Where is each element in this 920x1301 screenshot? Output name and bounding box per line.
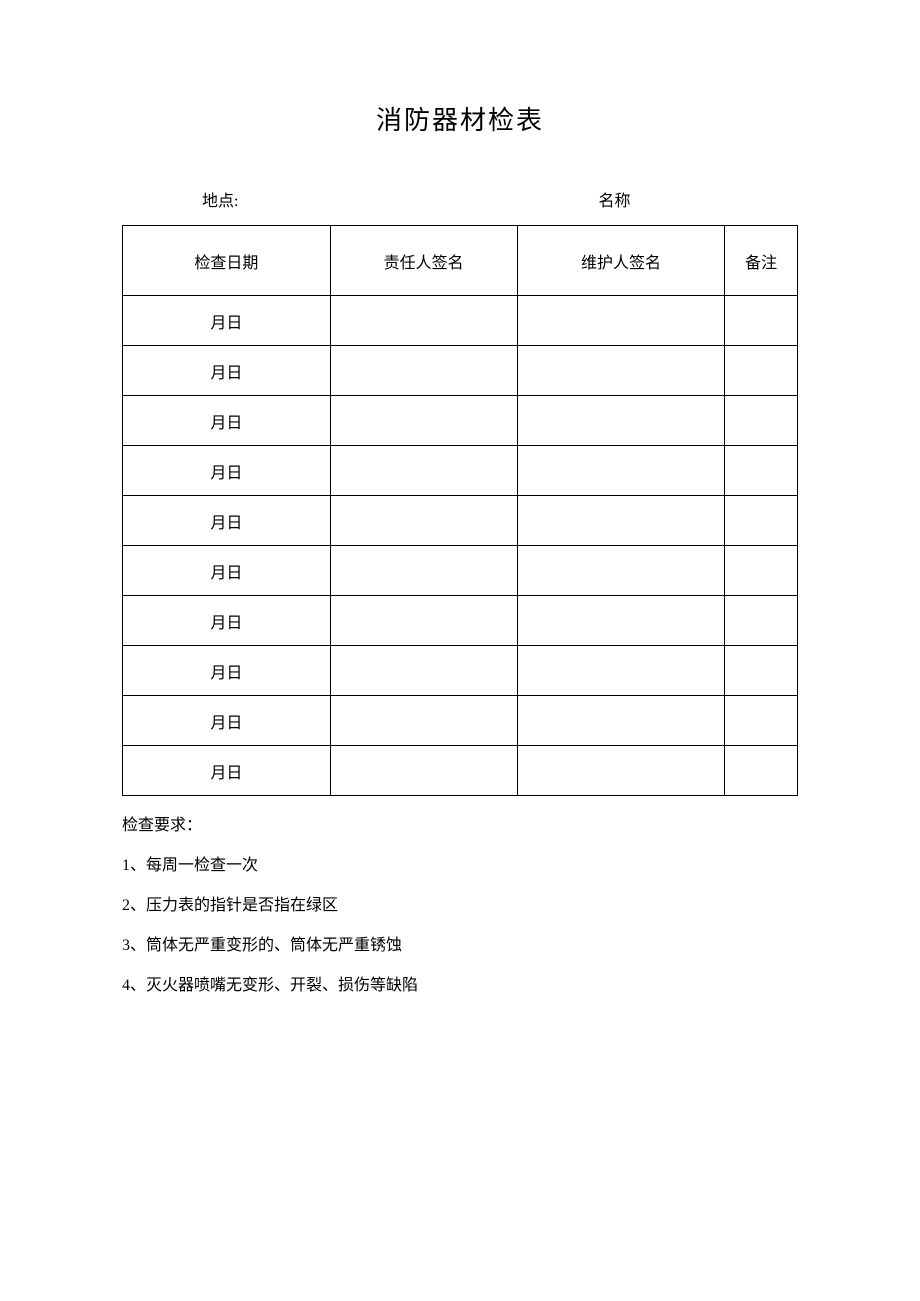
requirement-item: 2、压力表的指针是否指在绿区 [122,894,798,918]
cell-responsible [330,396,517,446]
cell-responsible [330,346,517,396]
table-row: 月日 [123,546,798,596]
cell-date: 月日 [123,746,331,796]
table-row: 月日 [123,596,798,646]
table-row: 月日 [123,346,798,396]
cell-maintainer [517,496,725,546]
table-row: 月日 [123,696,798,746]
location-label: 地点: [202,187,238,211]
cell-responsible [330,596,517,646]
cell-maintainer [517,346,725,396]
cell-maintainer [517,596,725,646]
inspection-table: 检查日期 责任人签名 维护人签名 备注 月日 月日 月日 月日 [122,225,798,796]
header-date: 检查日期 [123,226,331,296]
header-responsible: 责任人签名 [330,226,517,296]
cell-remark [725,646,798,696]
cell-date: 月日 [123,446,331,496]
table-header-row: 检查日期 责任人签名 维护人签名 备注 [123,226,798,296]
cell-date: 月日 [123,496,331,546]
table-row: 月日 [123,496,798,546]
name-label: 名称 [598,187,630,211]
header-remark: 备注 [725,226,798,296]
cell-date: 月日 [123,646,331,696]
page-title: 消防器材检表 [122,100,798,137]
table-row: 月日 [123,646,798,696]
cell-maintainer [517,446,725,496]
cell-maintainer [517,696,725,746]
requirements-heading: 检查要求： [122,814,798,838]
table-row: 月日 [123,446,798,496]
cell-date: 月日 [123,296,331,346]
cell-remark [725,496,798,546]
cell-remark [725,596,798,646]
table-row: 月日 [123,746,798,796]
cell-responsible [330,496,517,546]
cell-remark [725,696,798,746]
meta-row: 地点: 名称 [122,187,798,211]
table-body: 月日 月日 月日 月日 月日 [123,296,798,796]
cell-remark [725,296,798,346]
cell-responsible [330,746,517,796]
requirement-item: 1、每周一检查一次 [122,854,798,878]
cell-remark [725,396,798,446]
table-row: 月日 [123,396,798,446]
cell-date: 月日 [123,596,331,646]
requirements-section: 检查要求： 1、每周一检查一次 2、压力表的指针是否指在绿区 3、筒体无严重变形… [122,814,798,998]
cell-responsible [330,446,517,496]
cell-date: 月日 [123,346,331,396]
cell-remark [725,546,798,596]
table-row: 月日 [123,296,798,346]
cell-maintainer [517,396,725,446]
cell-responsible [330,296,517,346]
cell-maintainer [517,746,725,796]
cell-date: 月日 [123,546,331,596]
cell-maintainer [517,296,725,346]
requirement-item: 4、灭火器喷嘴无变形、开裂、损伤等缺陷 [122,974,798,998]
cell-maintainer [517,646,725,696]
cell-responsible [330,546,517,596]
cell-remark [725,346,798,396]
cell-responsible [330,696,517,746]
cell-responsible [330,646,517,696]
cell-date: 月日 [123,396,331,446]
requirement-item: 3、筒体无严重变形的、筒体无严重锈蚀 [122,934,798,958]
cell-maintainer [517,546,725,596]
cell-remark [725,746,798,796]
header-maintainer: 维护人签名 [517,226,725,296]
cell-date: 月日 [123,696,331,746]
cell-remark [725,446,798,496]
